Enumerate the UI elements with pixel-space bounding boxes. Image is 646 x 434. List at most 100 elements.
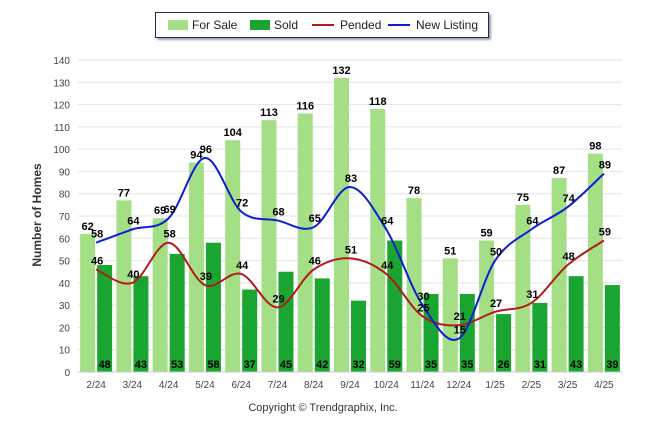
- bar-sold: [169, 253, 185, 372]
- x-tick-label: 10/24: [374, 380, 399, 391]
- data-label-sold: 42: [316, 359, 328, 371]
- bar-sold: [387, 240, 403, 372]
- line-new-listing: [95, 157, 605, 341]
- data-label-sold: 35: [461, 359, 473, 371]
- data-label-new-listing: 69: [164, 204, 176, 216]
- data-label-sold: 26: [497, 359, 509, 371]
- data-label-new-listing: 74: [562, 193, 575, 205]
- data-labels: 62 77 69 94 104 113 116 132 118 78 51 59 75 87 98 48 43 5…: [82, 65, 619, 371]
- data-label-pended: 46: [91, 255, 103, 267]
- y-tick-label: 50: [59, 257, 71, 268]
- data-label-new-listing: 89: [599, 160, 611, 172]
- data-label-pended: 44: [381, 260, 394, 272]
- data-label-pended: 46: [309, 255, 321, 267]
- line-pended: [95, 239, 605, 327]
- x-tick-label: 3/24: [123, 380, 143, 391]
- x-tick-label: 8/24: [304, 380, 324, 391]
- bar-for-sale: [406, 198, 422, 372]
- data-label-pended: 51: [345, 244, 357, 256]
- data-label-for-sale: 51: [444, 245, 456, 257]
- bar-for-sale: [334, 77, 349, 372]
- bar-sold: [205, 242, 221, 372]
- legend-label: Sold: [274, 18, 299, 32]
- data-label-for-sale: 59: [480, 228, 492, 240]
- data-label-sold: 45: [280, 359, 292, 371]
- series-lines: [95, 157, 605, 341]
- bar-sold: [242, 289, 258, 372]
- bar-for-sale: [188, 162, 204, 372]
- axes: 0 10 20 30 40 50 60 70 80 90 100 110 120 130 140 2/24 3/…: [53, 56, 622, 391]
- bar-sold: [459, 294, 475, 372]
- bar-sold: [496, 314, 512, 372]
- bar-sold: [314, 278, 330, 372]
- data-label-sold: 35: [425, 359, 437, 371]
- y-tick-label: 130: [53, 78, 70, 89]
- x-tick-label: 2/25: [522, 380, 542, 391]
- data-label-for-sale: 118: [369, 96, 387, 108]
- copyright-text: Copyright © Trendgraphix, Inc.: [248, 402, 398, 414]
- x-tick-label: 9/24: [340, 380, 360, 391]
- data-label-new-listing: 64: [381, 215, 394, 227]
- data-label-pended: 25: [417, 302, 429, 314]
- data-label-pended: 21: [454, 311, 466, 323]
- data-label-pended: 31: [526, 289, 538, 301]
- data-label-for-sale: 77: [118, 187, 130, 199]
- data-label-for-sale: 78: [408, 185, 420, 197]
- bar-sold: [532, 302, 548, 372]
- data-label-new-listing: 83: [345, 173, 357, 185]
- legend-swatch-new-listing: [388, 24, 410, 26]
- bar-for-sale: [225, 140, 241, 372]
- data-label-sold: 58: [207, 359, 219, 371]
- x-tick-label: 11/24: [410, 380, 435, 391]
- data-label-sold: 43: [570, 359, 582, 371]
- x-tick-label: 2/24: [86, 380, 106, 391]
- y-tick-label: 10: [59, 346, 71, 357]
- data-label-for-sale: 98: [589, 141, 601, 153]
- bar-sold: [351, 300, 366, 372]
- y-tick-label: 20: [59, 323, 71, 334]
- legend-label: For Sale: [192, 18, 238, 32]
- gridlines: [78, 59, 622, 373]
- legend-swatch-pended: [312, 24, 334, 26]
- data-label-for-sale: 113: [260, 107, 278, 119]
- y-tick-label: 90: [59, 167, 71, 178]
- bar-for-sale: [297, 113, 313, 372]
- y-tick-label: 60: [59, 234, 71, 245]
- data-label-pended: 27: [490, 298, 502, 310]
- bar-sold: [278, 271, 294, 372]
- data-label-for-sale: 69: [154, 205, 166, 217]
- x-tick-label: 3/25: [558, 380, 578, 391]
- x-tick-label: 5/24: [195, 380, 215, 391]
- bar-for-sale: [479, 240, 495, 372]
- y-tick-label: 30: [59, 301, 71, 312]
- data-label-pended: 44: [236, 260, 249, 272]
- bar-sold: [133, 276, 149, 372]
- legend-swatch-sold: [250, 20, 270, 30]
- data-label-sold: 53: [171, 359, 183, 371]
- data-label-sold: 59: [389, 359, 401, 371]
- data-label-sold: 48: [99, 359, 111, 371]
- bar-for-sale: [370, 109, 386, 373]
- bar-sold: [568, 276, 584, 372]
- y-axis-label: Number of Homes: [30, 163, 44, 267]
- data-label-new-listing: 15: [454, 325, 466, 337]
- data-label-new-listing: 58: [91, 229, 103, 241]
- y-tick-label: 140: [53, 56, 70, 67]
- y-tick-label: 100: [53, 145, 70, 156]
- bar-for-sale: [261, 120, 277, 373]
- data-label-for-sale: 87: [553, 165, 565, 177]
- x-tick-label: 1/25: [485, 380, 505, 391]
- data-label-pended: 29: [272, 293, 284, 305]
- data-label-new-listing: 68: [272, 206, 284, 218]
- legend-swatch-for-sale: [168, 20, 188, 30]
- x-tick-label: 7/24: [268, 380, 288, 391]
- data-label-pended: 58: [164, 229, 176, 241]
- data-label-for-sale: 62: [82, 221, 94, 233]
- data-label-pended: 39: [200, 271, 212, 283]
- legend-label: New Listing: [416, 18, 479, 32]
- bar-sold: [604, 285, 620, 372]
- bar-for-sale: [442, 258, 458, 372]
- bar-for-sale: [152, 218, 168, 372]
- data-label-new-listing: 96: [200, 144, 212, 156]
- y-tick-label: 110: [54, 123, 70, 134]
